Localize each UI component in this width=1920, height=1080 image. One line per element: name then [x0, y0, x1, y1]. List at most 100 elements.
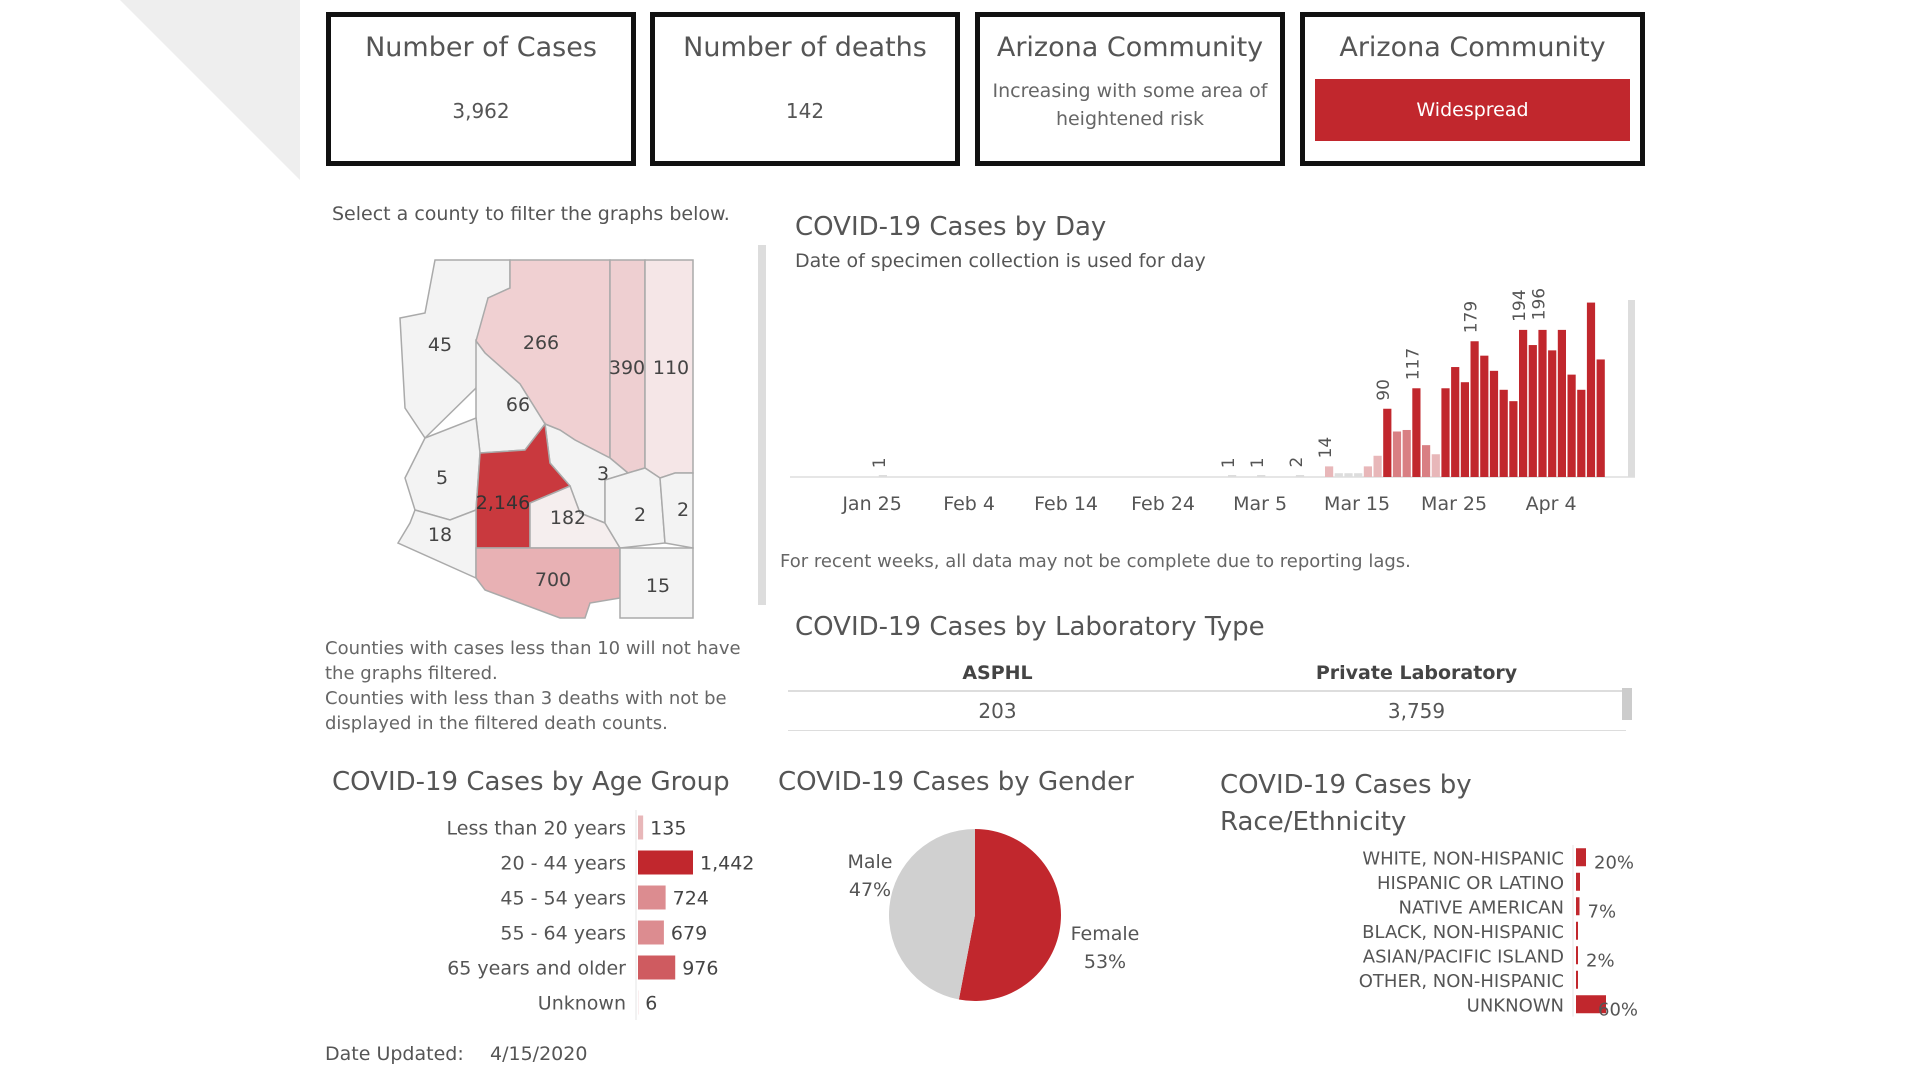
- day-bar: [1470, 341, 1479, 477]
- age-value-label: 6: [645, 993, 657, 1015]
- kpi-risk-desc: Increasing with some area of heightened …: [992, 80, 1268, 130]
- cases-by-age-chart[interactable]: Less than 20 years 135 20 - 44 years 1,442 4…: [320, 810, 770, 1030]
- county-label: 66: [506, 394, 530, 416]
- county-label: 700: [535, 569, 571, 591]
- map-scrollbar[interactable]: [758, 245, 766, 605]
- day-bar-label: 196: [1529, 288, 1549, 320]
- county-label: 3: [597, 463, 609, 485]
- lab-table-scrollbar[interactable]: [1622, 688, 1632, 720]
- age-value-label: 976: [682, 958, 718, 980]
- day-bar: [1480, 355, 1489, 477]
- age-category-label: Unknown: [538, 993, 626, 1015]
- day-bar: [1548, 350, 1557, 477]
- county-label: 15: [646, 575, 670, 597]
- day-bar: [1577, 389, 1586, 477]
- day-bar: [1383, 408, 1392, 477]
- race-value-label: 2%: [1586, 950, 1615, 971]
- county-label: 18: [428, 524, 452, 546]
- race-bar: [1576, 921, 1578, 940]
- race-bar: [1576, 970, 1578, 989]
- age-category-label: 20 - 44 years: [500, 853, 626, 875]
- day-tick-label: Mar 5: [1233, 493, 1287, 515]
- lab-value-private: 3,759: [1387, 699, 1446, 723]
- race-value-label: 60%: [1598, 999, 1638, 1020]
- county-label: 2,146: [476, 492, 530, 514]
- race-value-label: 7%: [1588, 901, 1617, 922]
- age-bar: [638, 815, 644, 840]
- age-category-label: 45 - 54 years: [500, 888, 626, 910]
- kpi-risk-title: Arizona Community Risk: [996, 32, 1264, 69]
- race-chart-title: COVID-19 Cases by Race/Ethnicity: [1220, 767, 1520, 841]
- day-tick-label: Mar 15: [1324, 493, 1390, 515]
- day-bar-label: 179: [1462, 301, 1482, 333]
- race-bar: [1576, 897, 1580, 916]
- kpi-spread-badge: Widespread: [1315, 79, 1630, 141]
- kpi-spread-title: Arizona Community Spread: [1339, 32, 1606, 69]
- decorative-corner: [120, 0, 300, 180]
- day-bar: [1528, 345, 1537, 477]
- county-label: 390: [609, 357, 645, 379]
- day-chart-subtitle: Date of specimen collection is used for …: [795, 250, 1206, 272]
- county-label: 110: [653, 357, 689, 379]
- pie-slice-male: [889, 829, 975, 1000]
- day-bar: [1228, 475, 1237, 477]
- day-bar: [1460, 382, 1469, 477]
- age-chart-title: COVID-19 Cases by Age Group: [332, 767, 730, 797]
- pie-label-female: Female: [1071, 923, 1140, 945]
- day-bar: [1499, 389, 1508, 477]
- day-bar-label: 117: [1403, 348, 1423, 380]
- day-chart-title: COVID-19 Cases by Day: [795, 212, 1107, 242]
- race-value-label: 20%: [1594, 852, 1634, 873]
- age-value-label: 724: [673, 888, 709, 910]
- day-bar: [1257, 475, 1266, 477]
- day-bar: [1373, 455, 1382, 477]
- age-value-label: 1,442: [700, 853, 754, 875]
- day-bar: [1363, 466, 1372, 477]
- map-note-1: Counties with cases less than 10 will no…: [325, 638, 741, 684]
- race-category-label: OTHER, NON-HISPANIC: [1359, 971, 1564, 992]
- race-category-label: HISPANIC OR LATINO: [1377, 873, 1564, 894]
- race-category-label: WHITE, NON-HISPANIC: [1362, 848, 1564, 869]
- age-bar: [638, 920, 664, 945]
- day-bar: [878, 475, 887, 477]
- date-updated-label: Date Updated:: [325, 1043, 464, 1065]
- day-tick-label: Jan 25: [841, 493, 902, 515]
- day-bar: [1441, 388, 1450, 477]
- cases-by-race-chart[interactable]: WHITE, NON-HISPANIC 20% HISPANIC OR LATINO…: [1230, 845, 1650, 1030]
- age-category-label: Less than 20 years: [447, 818, 627, 840]
- arizona-county-map[interactable]: 45 266 390 110 66 5 3 2,146 182 18 2 2 7…: [390, 258, 710, 623]
- day-bar-label: 1: [870, 457, 890, 468]
- map-note-2: Counties with less than 3 deaths with no…: [325, 688, 727, 734]
- county-cochise[interactable]: [619, 547, 694, 619]
- race-category-label: NATIVE AMERICAN: [1399, 897, 1564, 918]
- day-bar-label: 1: [1219, 457, 1239, 468]
- day-tick-label: Apr 4: [1526, 493, 1577, 515]
- cases-by-gender-chart[interactable]: Male 47% Female 53%: [820, 810, 1200, 1020]
- day-bar: [1422, 445, 1431, 477]
- day-bar: [1586, 302, 1596, 477]
- kpi-cases-card: Number of Cases 3,962: [326, 12, 636, 166]
- race-category-label: ASIAN/PACIFIC ISLAND: [1363, 946, 1564, 967]
- day-bar: [1295, 475, 1305, 477]
- county-greenlee[interactable]: [659, 472, 694, 549]
- kpi-deaths-value: 142: [785, 99, 825, 123]
- age-value-label: 679: [671, 923, 707, 945]
- race-bar: [1576, 995, 1606, 1014]
- pie-slice-female: [958, 829, 1061, 1001]
- race-category-label: UNKNOWN: [1467, 995, 1564, 1016]
- day-chart-note: For recent weeks, all data may not be co…: [780, 551, 1411, 572]
- day-bar: [1538, 329, 1547, 477]
- race-bar: [1576, 872, 1580, 891]
- day-bar-label: 14: [1316, 437, 1336, 459]
- race-category-label: BLACK, NON-HISPANIC: [1362, 922, 1564, 943]
- age-bar: [638, 885, 666, 910]
- day-chart-scrollbar[interactable]: [1628, 300, 1635, 477]
- county-label: 45: [428, 334, 452, 356]
- age-bar: [638, 850, 693, 875]
- county-label: 2: [677, 499, 689, 521]
- lab-type-table: ASPHL Private Laboratory 203 3,759: [788, 656, 1626, 731]
- table-row: 203 3,759: [788, 692, 1626, 731]
- lab-value-asphl: 203: [978, 699, 1017, 723]
- day-bar: [1567, 374, 1576, 477]
